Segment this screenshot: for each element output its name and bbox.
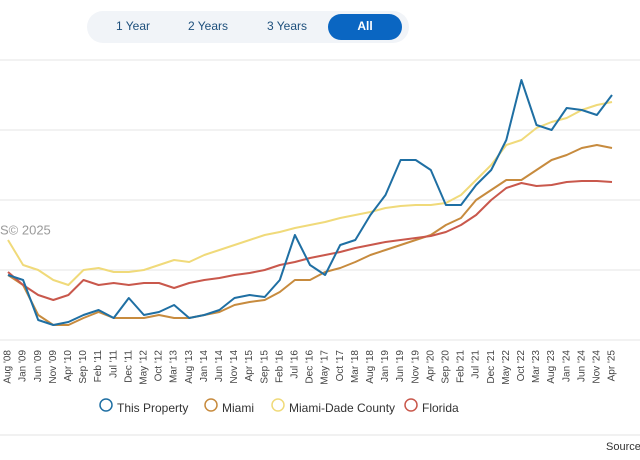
x-tick-label: May '12 xyxy=(139,350,150,385)
series-line xyxy=(7,79,613,326)
legend-marker[interactable] xyxy=(204,398,218,412)
x-tick-label: Apr '20 xyxy=(425,350,436,382)
series-line xyxy=(7,180,613,301)
x-tick-label: Aug '08 xyxy=(3,350,14,384)
x-tick-label: Jun '14 xyxy=(214,350,225,382)
legend-marker[interactable] xyxy=(99,398,113,412)
x-tick-label: Dec '21 xyxy=(486,350,497,384)
x-tick-label: May '17 xyxy=(320,350,331,385)
x-tick-label: Feb '16 xyxy=(274,350,285,383)
x-tick-label: Jun '24 xyxy=(576,350,587,382)
x-tick-label: Sep '20 xyxy=(441,350,452,384)
x-tick-label: Oct '22 xyxy=(516,350,527,382)
legend-marker[interactable] xyxy=(404,398,418,412)
x-tick-label: Mar '23 xyxy=(531,350,542,383)
x-tick-label: Jan '09 xyxy=(18,350,29,382)
x-tick-label: Dec '16 xyxy=(305,350,316,384)
x-tick-label: Aug '23 xyxy=(546,350,557,384)
x-tick-label: Aug '13 xyxy=(184,350,195,384)
source-link[interactable]: Source xyxy=(606,441,640,453)
x-tick-label: Jan '19 xyxy=(380,350,391,382)
range-button[interactable]: All xyxy=(357,19,372,33)
x-tick-label: Jan '24 xyxy=(561,350,572,382)
series-line xyxy=(7,144,613,326)
x-tick-label: Sep '15 xyxy=(259,350,270,384)
x-tick-label: Aug '18 xyxy=(365,350,376,384)
x-tick-label: Jun '09 xyxy=(33,350,44,382)
legend-marker[interactable] xyxy=(271,398,285,412)
x-tick-label: Nov '24 xyxy=(592,350,603,384)
x-tick-label: Feb '11 xyxy=(93,350,104,383)
legend-label[interactable]: This Property xyxy=(117,401,188,415)
x-tick-label: Nov '19 xyxy=(410,350,421,384)
x-tick-label: Nov '09 xyxy=(48,350,59,384)
x-tick-label: Mar '13 xyxy=(169,350,180,383)
range-toggle xyxy=(87,11,409,43)
x-tick-label: Oct '12 xyxy=(154,350,165,382)
legend-label[interactable]: Miami-Dade County xyxy=(289,401,395,415)
legend-label[interactable]: Florida xyxy=(422,401,459,415)
range-button-active[interactable] xyxy=(328,14,402,40)
x-tick-label: Jun '19 xyxy=(395,350,406,382)
x-tick-label: Dec '11 xyxy=(123,350,134,383)
range-button[interactable]: 3 Years xyxy=(267,19,307,33)
x-tick-label: Jul '11 xyxy=(108,350,119,378)
x-tick-label: Sep '10 xyxy=(78,350,89,384)
x-tick-label: Apr '25 xyxy=(607,350,618,382)
x-tick-label: Jul '16 xyxy=(290,350,301,379)
x-tick-label: Jul '21 xyxy=(471,350,482,379)
x-tick-label: Feb '21 xyxy=(456,350,467,383)
range-button[interactable]: 1 Year xyxy=(116,19,150,33)
x-tick-label: Oct '17 xyxy=(335,350,346,382)
watermark: S© 2025 xyxy=(0,222,51,237)
x-tick-label: Mar '18 xyxy=(350,350,361,383)
x-tick-label: Apr '15 xyxy=(244,350,255,382)
x-tick-label: Apr '10 xyxy=(63,350,74,382)
x-tick-label: May '22 xyxy=(501,350,512,385)
x-tick-label: Nov '14 xyxy=(229,350,240,384)
series-line xyxy=(7,101,613,286)
range-button[interactable]: 2 Years xyxy=(188,19,228,33)
legend-label[interactable]: Miami xyxy=(222,401,254,415)
x-tick-label: Jan '14 xyxy=(199,350,210,382)
